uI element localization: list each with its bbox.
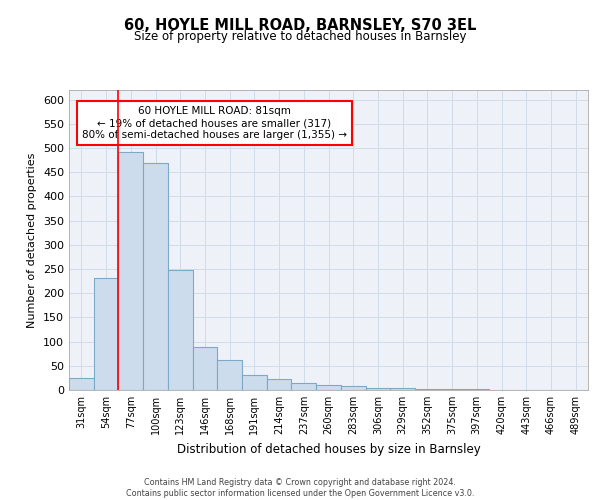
Bar xyxy=(143,162,168,390)
Bar xyxy=(341,386,365,390)
Text: 60, HOYLE MILL ROAD, BARNSLEY, S70 3EL: 60, HOYLE MILL ROAD, BARNSLEY, S70 3EL xyxy=(124,18,476,32)
Bar xyxy=(464,389,489,390)
Bar xyxy=(118,152,143,390)
X-axis label: Distribution of detached houses by size in Barnsley: Distribution of detached houses by size … xyxy=(176,442,481,456)
Y-axis label: Number of detached properties: Number of detached properties xyxy=(28,152,37,328)
Bar xyxy=(69,378,94,390)
Bar xyxy=(242,376,267,390)
Text: 60 HOYLE MILL ROAD: 81sqm
← 19% of detached houses are smaller (317)
80% of semi: 60 HOYLE MILL ROAD: 81sqm ← 19% of detac… xyxy=(82,106,347,140)
Text: Size of property relative to detached houses in Barnsley: Size of property relative to detached ho… xyxy=(134,30,466,43)
Bar xyxy=(217,360,242,390)
Bar xyxy=(193,348,217,390)
Bar xyxy=(94,278,118,390)
Text: Contains HM Land Registry data © Crown copyright and database right 2024.
Contai: Contains HM Land Registry data © Crown c… xyxy=(126,478,474,498)
Bar xyxy=(292,383,316,390)
Bar xyxy=(168,270,193,390)
Bar xyxy=(415,388,440,390)
Bar xyxy=(440,389,464,390)
Bar xyxy=(267,380,292,390)
Bar xyxy=(316,385,341,390)
Bar xyxy=(365,388,390,390)
Bar xyxy=(390,388,415,390)
